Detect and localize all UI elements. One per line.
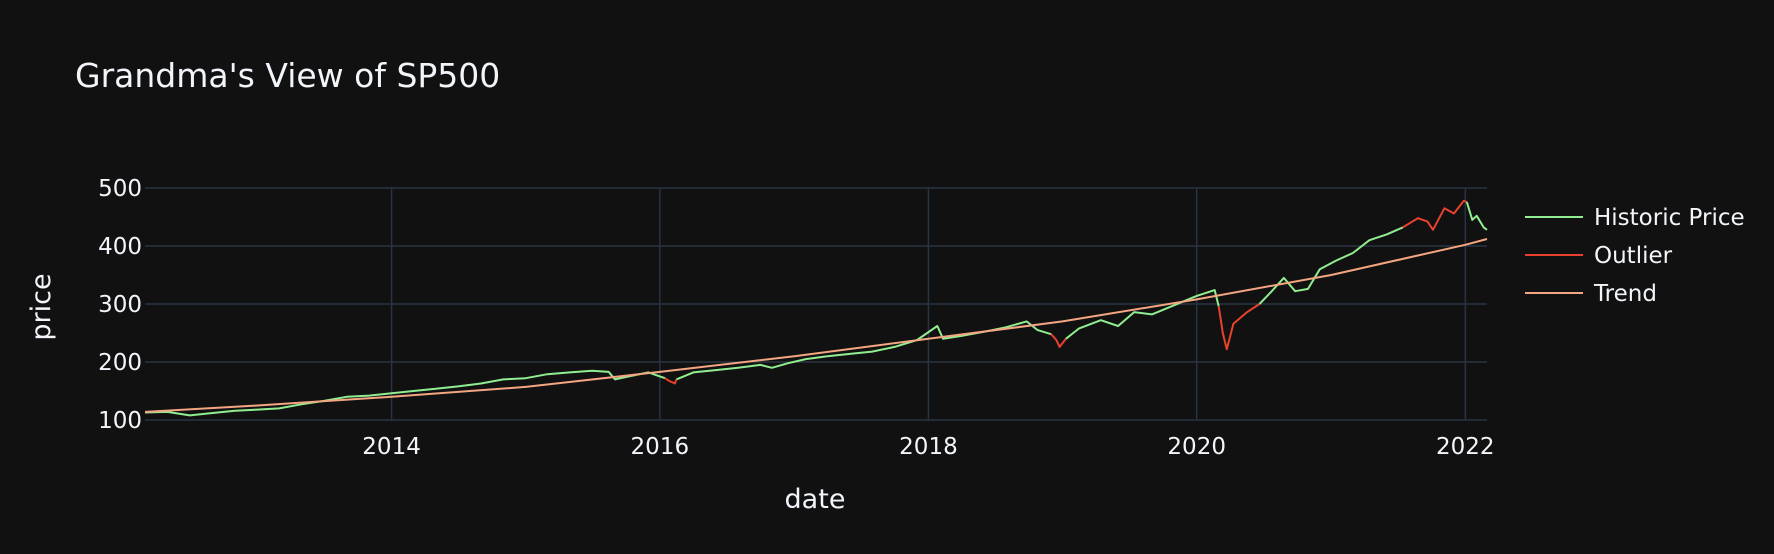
- series-line-outlier: [664, 377, 678, 385]
- series-line-historic-price: [144, 369, 666, 417]
- chart-title: Grandma's View of SP500: [75, 56, 500, 95]
- x-tick-label: 2020: [1167, 434, 1226, 460]
- x-tick-label: 2016: [631, 434, 690, 460]
- series-line-trend: [144, 238, 1488, 413]
- series-line-outlier: [1050, 333, 1067, 348]
- legend-label: Outlier: [1594, 243, 1673, 269]
- series-line-historic-price: [1065, 289, 1220, 340]
- y-tick-label: 200: [98, 350, 142, 376]
- series-line-historic-price: [1258, 226, 1404, 305]
- legend-item-trend[interactable]: Trend: [1525, 281, 1657, 307]
- legend-item-historic-price[interactable]: Historic Price: [1525, 205, 1745, 231]
- legend-item-outlier[interactable]: Outlier: [1525, 243, 1673, 269]
- y-axis-title: price: [26, 273, 57, 340]
- legend[interactable]: Historic Price Outlier Trend: [1525, 205, 1745, 307]
- y-tick-label: 300: [98, 292, 142, 318]
- x-tick-label: 2018: [899, 434, 958, 460]
- x-axis-title: date: [785, 484, 846, 515]
- series-line-outlier: [1402, 199, 1468, 231]
- y-tick-label: 100: [98, 408, 142, 434]
- y-tick-label: 400: [98, 234, 142, 260]
- series-layer: [144, 199, 1488, 417]
- y-tick-label: 500: [98, 176, 142, 202]
- legend-label: Trend: [1593, 281, 1657, 307]
- tick-layer: 100 200 300 400 500 2014 2016 2018 2020 2022: [98, 176, 1494, 460]
- series-line-outlier: [1217, 303, 1261, 351]
- grid-layer: [145, 187, 1487, 421]
- x-tick-label: 2014: [362, 434, 421, 460]
- legend-label: Historic Price: [1594, 205, 1745, 231]
- series-line-historic-price: [1465, 201, 1488, 231]
- x-tick-label: 2022: [1436, 434, 1495, 460]
